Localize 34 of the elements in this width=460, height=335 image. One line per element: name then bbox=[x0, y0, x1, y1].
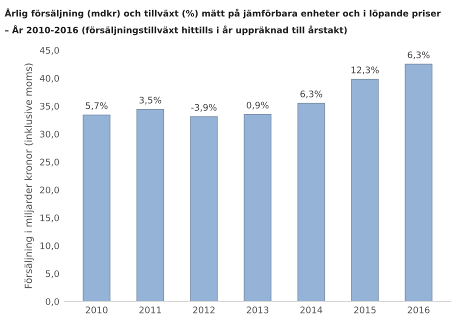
y-tick-label: 30,0 bbox=[40, 130, 59, 138]
x-tick-label: 2010 bbox=[86, 306, 108, 314]
y-tick-label: 10,0 bbox=[40, 242, 59, 250]
annotation: 6,3% bbox=[408, 51, 430, 60]
annotation: 3,5% bbox=[139, 96, 162, 104]
x-tick-label: 2016 bbox=[408, 306, 430, 314]
x-tick-label: 2014 bbox=[300, 306, 322, 314]
x-tick-label: 2011 bbox=[139, 306, 161, 314]
y-tick-label: 45,0 bbox=[40, 46, 59, 55]
x-tick-label: 2013 bbox=[246, 306, 268, 314]
bar bbox=[404, 64, 432, 302]
y-tick-label: 25,0 bbox=[40, 158, 59, 166]
y-axis-title: Försäljning i miljarder kronor (inklusive moms) bbox=[24, 64, 34, 288]
bar bbox=[190, 116, 218, 302]
y-tick-label: 40,0 bbox=[40, 74, 59, 83]
chart-subtitle: – År 2010-2016 (försäljningstillväxt hittills i år uppräknad till årstakt) bbox=[5, 25, 347, 36]
y-tick-label: 5,0 bbox=[46, 270, 59, 278]
annotation: 0,9% bbox=[246, 102, 269, 110]
y-tick-label: 15,0 bbox=[40, 214, 59, 222]
annotation: -3,9% bbox=[191, 104, 217, 112]
bar bbox=[136, 109, 164, 302]
annotation: 6,3% bbox=[300, 90, 322, 98]
y-tick-label: 0,0 bbox=[46, 298, 59, 306]
x-tick-label: 2012 bbox=[193, 306, 215, 314]
annotation: 12,3% bbox=[352, 66, 379, 74]
y-tick-label: 20,0 bbox=[40, 186, 59, 194]
bar bbox=[351, 78, 379, 302]
y-tick-label: 35,0 bbox=[40, 102, 59, 111]
x-tick-label: 2015 bbox=[354, 306, 376, 314]
chart-title: Årlig försäljning (mdkr) och tillväxt (%) mätt på jämförbara enheter och i löpande priser bbox=[4, 8, 441, 18]
bar bbox=[82, 114, 110, 302]
annotation: 5,7% bbox=[86, 102, 108, 110]
bar bbox=[297, 102, 326, 302]
bar bbox=[244, 114, 272, 302]
